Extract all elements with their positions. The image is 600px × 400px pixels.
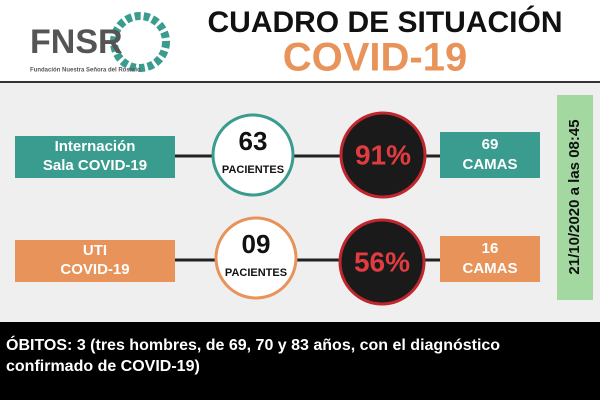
logo-text: FNSR [30, 23, 123, 61]
row-label: Sala COVID-19 [43, 157, 147, 174]
row-label: Internación [55, 138, 136, 155]
beds-label: CAMAS [463, 156, 518, 173]
patients-count: 63 [239, 126, 268, 156]
row-label-box [15, 136, 175, 178]
logo-subtitle: Fundación Nuestra Señora del Rosario [30, 68, 141, 74]
beds-box [440, 132, 540, 178]
patients-label: PACIENTES [225, 267, 287, 279]
row-label-box [15, 240, 175, 282]
row-label: COVID-19 [60, 261, 129, 278]
occupancy-circle [339, 111, 427, 199]
beds-count: 69 [482, 136, 499, 153]
beds-label: CAMAS [463, 260, 518, 277]
beds-box [440, 236, 540, 282]
patients-circle [211, 113, 295, 197]
header-bg [0, 0, 600, 82]
occupancy: 91% [355, 139, 411, 170]
timestamp: 21/10/2020 a las 08:45 [566, 119, 583, 274]
timestamp-box [557, 95, 593, 300]
footer-text: ÓBITOS: 3 (tres hombres, de 69, 70 y 83 … [6, 335, 500, 354]
subtitle: COVID-19 [283, 36, 468, 80]
row-label: UTI [83, 242, 107, 259]
body-bg [0, 82, 600, 322]
occupancy-circle [338, 218, 426, 306]
occupancy: 56% [354, 246, 410, 277]
footer-bg [0, 322, 600, 400]
patients-circle [214, 216, 298, 300]
footer-text: confirmado de COVID-19) [6, 358, 200, 375]
patients-count: 09 [242, 229, 271, 259]
logo-gear [110, 12, 170, 72]
patients-label: PACIENTES [222, 164, 284, 176]
beds-count: 16 [482, 240, 499, 257]
title: CUADRO DE SITUACIÓN [207, 5, 562, 39]
